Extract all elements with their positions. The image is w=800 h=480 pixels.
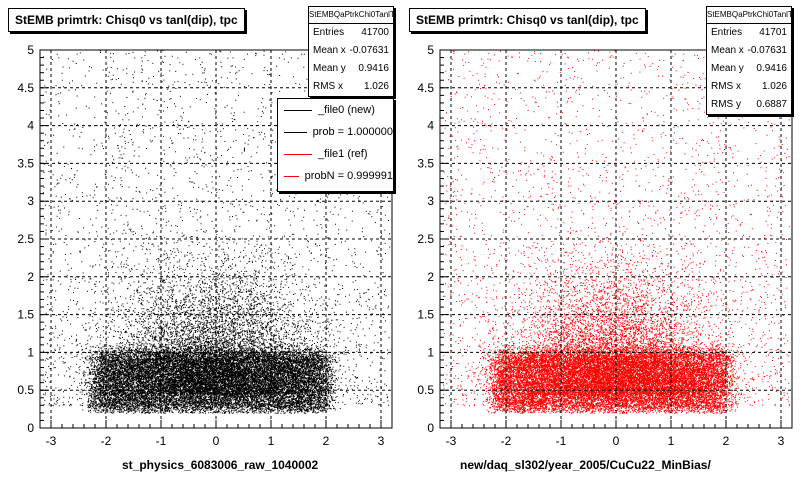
stats-row-mean-y: Mean y 0.9416 (711, 63, 787, 74)
x-tick-label: 2 (323, 434, 330, 448)
stats-row-mean-y: Mean y 0.9416 (313, 63, 389, 74)
y-tick-label: 1.5 (17, 308, 34, 322)
left-chart-panel: -3 -2 -1 0 1 2 3 0 0.5 1 1.5 2 2.5 3 3.5 4 4.5 5 StEMB pr… (8, 6, 395, 472)
right-chart-title: StEMB primtrk: Chisq0 vs tanl(dip), tpc (409, 8, 646, 32)
left-stats-box: StEMBQaPtrkChi0TanlT Entries 41700 Mean x… (308, 6, 395, 97)
x-tick-label: -2 (501, 434, 512, 448)
scatter-points (442, 50, 791, 414)
scatter-point-cloud (442, 50, 791, 414)
axis-ticks: -3 -2 -1 0 1 2 3 0 0.5 1 1.5 2 2.5 3 3.5 4 4.5 5 (17, 43, 384, 448)
stats-row-rms-y: RMS y 0.6887 (711, 99, 787, 110)
x-tick-label: 0 (213, 434, 220, 448)
y-tick-label: 2.5 (17, 232, 34, 246)
y-tick-label: 5 (427, 43, 434, 57)
y-tick-label: 1 (427, 345, 434, 359)
y-tick-label: 3.5 (17, 156, 34, 170)
stats-row-mean-x: Mean x -0.07631 (313, 45, 389, 56)
y-tick-label: 0.5 (417, 383, 434, 397)
stats-row-mean-x: Mean x -0.07631 (711, 45, 787, 56)
y-tick-label: 0 (27, 421, 34, 435)
y-tick-label: 5 (27, 43, 34, 57)
y-tick-label: 1 (27, 345, 34, 359)
scatter-point-cloud (42, 50, 391, 414)
y-tick-label: 3.5 (417, 156, 434, 170)
x-tick-label: -3 (46, 434, 57, 448)
stats-row-entries: Entries 41700 (313, 27, 389, 38)
y-tick-label: 4.5 (17, 81, 34, 95)
legend-entry-file0: _file0 (new) (278, 99, 393, 121)
right-stats-box: StEMBQaPtrkChi0TanlT Entries 41701 Mean x… (706, 6, 793, 115)
y-tick-label: 4 (27, 119, 34, 133)
y-tick-label: 3 (27, 194, 34, 208)
legend-entry-probn: probN = 0.999991 (278, 165, 393, 187)
x-tick-label: 3 (378, 434, 385, 448)
y-tick-label: 4 (427, 119, 434, 133)
y-tick-label: 2.5 (417, 232, 434, 246)
right-chart-panel: -3 -2 -1 0 1 2 3 0 0.5 1 1.5 2 2.5 3 3.5 4 4.5 5 StEMB pr… (400, 0, 800, 480)
stats-row-rms-x: RMS x 1.026 (711, 81, 787, 92)
y-tick-label: 2 (27, 270, 34, 284)
x-tick-label: -1 (556, 434, 567, 448)
y-tick-label: 2 (427, 270, 434, 284)
legend-box: _file0 (new) prob = 1.000000 _file1 (ref… (277, 98, 394, 192)
x-tick-label: 0 (613, 434, 620, 448)
legend-entry-prob: prob = 1.000000 (278, 121, 393, 143)
stats-row-rms-x: RMS x 1.026 (313, 81, 389, 92)
axis-ticks: -3 -2 -1 0 1 2 3 0 0.5 1 1.5 2 2.5 3 3.5 4 4.5 5 (417, 43, 784, 448)
y-tick-label: 0 (427, 421, 434, 435)
stats-name: StEMBQaPtrkChi0TanlT (707, 7, 793, 24)
left-x-axis-label: st_physics_6083006_raw_1040002 (122, 458, 319, 472)
x-tick-label: 3 (778, 434, 785, 448)
x-tick-label: -2 (101, 434, 112, 448)
y-tick-label: 1.5 (417, 308, 434, 322)
scatter-points (42, 50, 391, 414)
grid (440, 50, 792, 428)
x-tick-label: 2 (723, 434, 730, 448)
x-tick-label: 1 (668, 434, 675, 448)
y-tick-label: 0.5 (17, 383, 34, 397)
stats-row-entries: Entries 41701 (711, 27, 787, 38)
y-tick-label: 3 (427, 194, 434, 208)
right-x-axis-label: new/daq_sl302/year_2005/CuCu22_MinBias/ (460, 458, 711, 472)
x-tick-label: -3 (446, 434, 457, 448)
x-tick-label: 1 (268, 434, 275, 448)
x-tick-label: -1 (156, 434, 167, 448)
stats-name: StEMBQaPtrkChi0TanlT (309, 7, 395, 24)
y-tick-label: 4.5 (417, 81, 434, 95)
legend-entry-file1: _file1 (ref) (278, 143, 393, 165)
left-chart-title: StEMB primtrk: Chisq0 vs tanl(dip), tpc (8, 8, 245, 32)
